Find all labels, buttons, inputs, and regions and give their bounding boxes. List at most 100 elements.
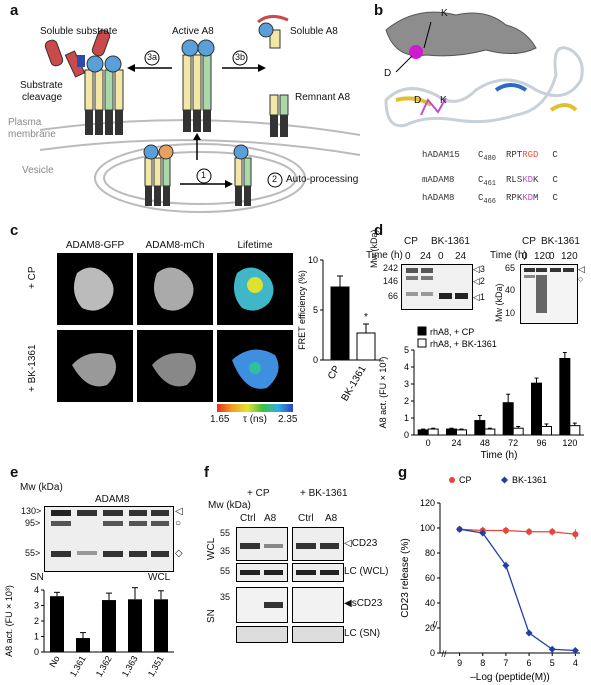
blot1-lane-time: 24 xyxy=(455,251,467,262)
e-mw-label: Mw (kDa) xyxy=(20,482,63,493)
colorbar-min: 1.65 xyxy=(210,414,230,425)
g-point-bk xyxy=(571,646,579,655)
label-soluble-a8: Soluble A8 xyxy=(290,26,338,37)
vesicle-proteins xyxy=(143,144,252,206)
g-y-tick-label: 120 xyxy=(420,498,435,508)
g-point-bk xyxy=(479,529,487,537)
blot2-mw-label: Mw (kDa) xyxy=(494,283,504,323)
sequence-motif: KD xyxy=(522,193,534,203)
f-blot-lc-wcl-bk xyxy=(292,563,344,582)
row-label-cp: + CP xyxy=(27,266,38,289)
e-activity-chart: 0 1 2 3 4 No 1,361 1,362 1,363 1,351 A8 act. (FU ×… xyxy=(4,585,174,679)
e-y-tick-label: 2 xyxy=(34,616,39,626)
sequence-cys: C xyxy=(478,150,484,160)
blot2-time-label: Time (h) xyxy=(490,250,527,261)
panel-label-b: b xyxy=(374,2,384,19)
label-cleavage: cleavage xyxy=(22,92,63,103)
d-bar xyxy=(512,427,524,436)
e-marker-55: 55> xyxy=(25,548,41,558)
sequence-post: K xyxy=(533,175,539,185)
col-label-adam8-gfp: ADAM8-GFP xyxy=(65,240,125,251)
d-legend-label: rhA8, + CP xyxy=(430,327,474,337)
d-x-tick-label: 96 xyxy=(536,438,546,448)
c-y-tick-label: 10 xyxy=(308,255,318,265)
e-bar xyxy=(154,599,168,652)
blot2-arrow-filled: ◁ xyxy=(578,264,585,274)
e-marker-95: 95> xyxy=(25,518,41,528)
d-bar xyxy=(427,428,439,436)
sequence-name: hADAM15 xyxy=(422,150,460,160)
e-x-tick-label: No xyxy=(47,654,61,669)
d-y-label: A8 act. (FU × 10³) xyxy=(378,357,388,429)
d-bar xyxy=(417,429,429,436)
sequence-position: 461 xyxy=(483,179,497,188)
sequence-name: hADAM8 xyxy=(422,193,455,203)
panel-label-g: g xyxy=(398,464,408,481)
sequence-pre: RPT xyxy=(506,150,523,160)
micrograph-cp-mch xyxy=(137,253,213,325)
label-plasma: Plasma xyxy=(8,117,42,128)
d-bar xyxy=(446,428,457,436)
blot2-marker-65: 65 xyxy=(505,263,516,273)
blot2-arrow-open: ○ xyxy=(578,274,584,284)
step-3b: 3b xyxy=(235,52,246,62)
blot2-lane-time: 120 xyxy=(561,251,578,262)
sequence-row: hADAM15 C480 RPTRGD C xyxy=(422,150,558,163)
blot1-marker-66: 66 xyxy=(388,291,399,301)
sequence-cys: C xyxy=(478,175,484,185)
step-2: 2 xyxy=(272,174,278,184)
blot2-lane-time: 120 xyxy=(534,251,551,262)
blot2-label-bk: BK-1361 xyxy=(541,236,580,247)
f-blot-lc-wcl-cp xyxy=(236,563,288,582)
e-y-tick-label: 3 xyxy=(34,601,39,611)
blot2-label-cp: CP xyxy=(522,236,536,247)
blot1-lane-time: 0 xyxy=(405,251,411,262)
d-x-tick-label: 120 xyxy=(562,438,577,448)
d-x-label: Time (h) xyxy=(481,450,518,461)
d-legend-swatch xyxy=(417,326,427,336)
sequence-pre: RPK xyxy=(506,193,523,203)
g-legend-marker-cp xyxy=(449,477,455,483)
panel-label-f: f xyxy=(204,464,209,481)
e-y-tick-label: 1 xyxy=(34,632,39,642)
blot2-image xyxy=(520,264,578,324)
e-bar xyxy=(128,599,142,652)
g-x-tick-label: 5 xyxy=(550,658,555,668)
struct-label-k: K xyxy=(440,95,447,106)
d-bar xyxy=(531,382,542,436)
f-label-sn: SN xyxy=(206,609,217,623)
d-x-tick-label: 72 xyxy=(508,438,518,448)
f-blot-cd23-cp xyxy=(236,527,288,561)
g-point-bk xyxy=(502,561,510,570)
g-x-tick-label: 8 xyxy=(480,658,485,668)
d-legend-swatch xyxy=(417,338,427,348)
col-label-adam8-mch: ADAM8-mCh xyxy=(145,240,205,251)
panel-label-a: a xyxy=(10,2,19,19)
micrograph-cp-lifetime xyxy=(217,253,293,325)
sequence-end-cys: C xyxy=(552,193,558,203)
soluble-a8 xyxy=(257,15,289,49)
blot1-label-bk: BK-1361 xyxy=(431,236,470,247)
sequence-post: M xyxy=(533,193,539,203)
f-marker-35-top: 35 xyxy=(220,546,231,556)
f-col-a8-2: A8 xyxy=(325,513,338,524)
d-bar xyxy=(541,426,552,436)
f-marker-55-mid: 55 xyxy=(220,566,231,576)
g-y-label: CD23 release (%) xyxy=(400,538,411,617)
g-legend-label-cp: CP xyxy=(459,475,472,485)
blot1-marker-146: 146 xyxy=(383,276,399,286)
g-x-tick-label: 4 xyxy=(573,658,578,668)
a8-activity-time-chart: 0 1 2 3 4 5 0 24 48 72 96 120 rhA8, + CP rhA8, + BK-1… xyxy=(378,326,584,461)
colorbar-label: τ (ns) xyxy=(243,414,267,425)
d-x-tick-label: 0 xyxy=(426,438,431,448)
micrograph-bk-gfp xyxy=(57,330,133,402)
g-point-bk xyxy=(456,525,464,533)
g-y-tick-label: 60 xyxy=(425,573,435,583)
g-point-cp xyxy=(502,527,509,534)
f-blot-scd23-cp xyxy=(236,587,288,623)
blot2-lane-time: 0 xyxy=(522,251,528,262)
f-label-wcl: WCL xyxy=(206,537,217,560)
d-bar xyxy=(474,420,486,436)
f-label-cp: + CP xyxy=(247,488,270,499)
